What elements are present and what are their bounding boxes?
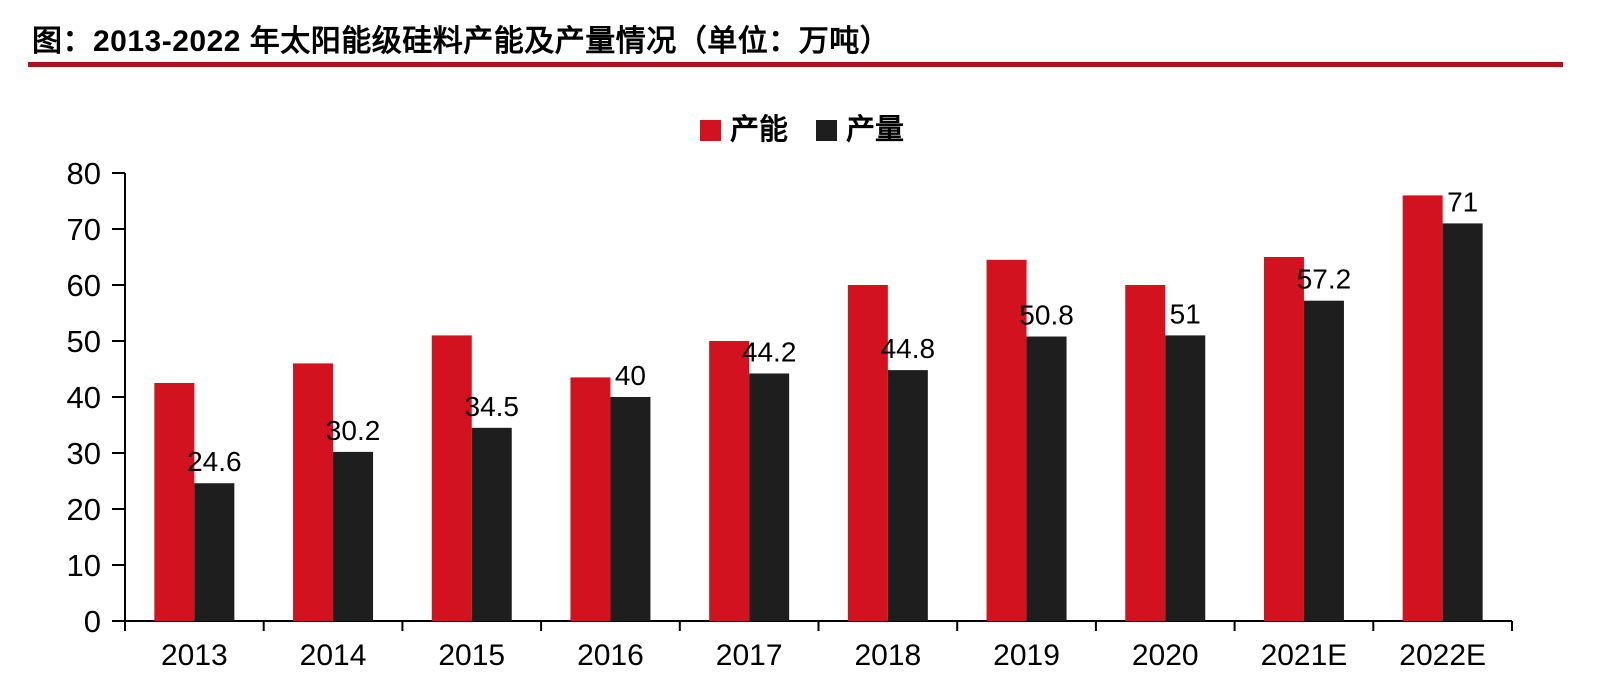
bar-chart: 0 10 20 30 40 50 60 70 80 24.6 2013 30.2 2014 34.5 201… bbox=[67, 156, 1513, 672]
bar-capacity-2020 bbox=[1125, 285, 1166, 621]
bar-production-2015 bbox=[471, 427, 512, 621]
data-label-production-2013: 24.6 bbox=[187, 446, 242, 477]
y-tick-label: 40 bbox=[67, 380, 101, 415]
x-tick-label-2019: 2019 bbox=[993, 639, 1060, 672]
bar-capacity-2014 bbox=[293, 363, 334, 621]
legend-item-capacity: 产能 bbox=[699, 114, 788, 146]
y-tick-label: 50 bbox=[67, 324, 101, 359]
chart-legend: 产能 产量 bbox=[0, 116, 1604, 145]
x-tick-label-2014: 2014 bbox=[300, 639, 367, 672]
bar-capacity-2016 bbox=[570, 377, 611, 621]
bar-production-2013 bbox=[194, 483, 235, 621]
data-label-production-2020: 51 bbox=[1170, 298, 1201, 329]
bar-production-2014 bbox=[333, 451, 374, 621]
legend-label-production: 产量 bbox=[846, 114, 905, 146]
bar-capacity-2017 bbox=[709, 341, 750, 621]
bar-capacity-2013 bbox=[154, 383, 195, 621]
legend-item-production: 产量 bbox=[816, 116, 904, 145]
bar-production-2019 bbox=[1026, 336, 1067, 621]
bar-production-2020 bbox=[1165, 335, 1206, 621]
y-tick-label: 60 bbox=[67, 268, 101, 303]
bar-capacity-2021E bbox=[1263, 257, 1304, 621]
bar-production-2016 bbox=[610, 397, 651, 621]
x-tick-label-2017: 2017 bbox=[716, 639, 783, 672]
figure-title: 图：2013-2022 年太阳能级硅料产能及产量情况（单位：万吨） bbox=[32, 25, 891, 58]
x-tick-label-2013: 2013 bbox=[161, 639, 228, 672]
bar-capacity-2019 bbox=[986, 259, 1027, 621]
x-tick-label-2016: 2016 bbox=[577, 639, 644, 672]
y-tick-label: 30 bbox=[67, 436, 101, 471]
legend-swatch-capacity-icon bbox=[699, 120, 721, 141]
data-label-production-2015: 34.5 bbox=[465, 391, 520, 422]
bar-capacity-2022E bbox=[1402, 195, 1443, 621]
data-label-production-2014: 30.2 bbox=[326, 415, 381, 446]
y-tick-label: 20 bbox=[67, 492, 101, 527]
x-tick-label-2020: 2020 bbox=[1132, 639, 1199, 672]
data-label-production-2022E: 71 bbox=[1447, 186, 1478, 217]
legend-label-capacity: 产能 bbox=[729, 114, 788, 146]
y-tick-label: 0 bbox=[84, 604, 101, 639]
legend-swatch-production-icon bbox=[816, 120, 837, 141]
bar-production-2021E bbox=[1303, 300, 1344, 621]
x-tick-label-2015: 2015 bbox=[438, 639, 505, 672]
x-tick-label-2021E: 2021E bbox=[1261, 639, 1348, 672]
bar-capacity-2015 bbox=[431, 335, 472, 621]
title-underline bbox=[28, 62, 1563, 67]
data-label-production-2019: 50.8 bbox=[1019, 300, 1074, 331]
y-tick-label: 70 bbox=[67, 212, 101, 247]
data-label-production-2018: 44.8 bbox=[881, 333, 936, 364]
x-tick-label-2018: 2018 bbox=[854, 639, 921, 672]
data-label-production-2021E: 57.2 bbox=[1297, 264, 1352, 295]
bar-production-2022E bbox=[1442, 223, 1483, 621]
y-tick-label: 80 bbox=[67, 156, 101, 191]
data-label-production-2016: 40 bbox=[615, 360, 646, 391]
y-tick-label: 10 bbox=[67, 548, 101, 583]
x-tick-label-2022E: 2022E bbox=[1399, 639, 1486, 672]
bar-capacity-2018 bbox=[847, 285, 888, 621]
data-label-production-2017: 44.2 bbox=[742, 336, 797, 367]
bar-production-2017 bbox=[749, 373, 790, 621]
bar-production-2018 bbox=[887, 370, 928, 621]
